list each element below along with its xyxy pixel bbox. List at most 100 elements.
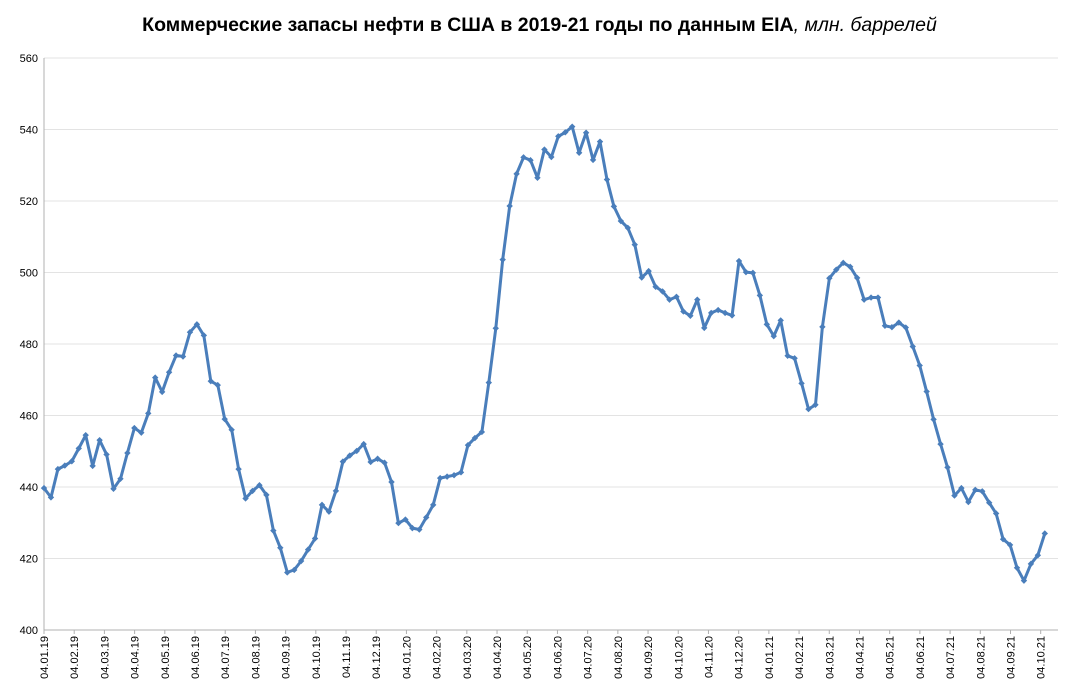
data-point [909, 343, 916, 350]
data-point [819, 323, 826, 331]
data-point [826, 275, 833, 282]
data-point [666, 296, 673, 303]
x-tick-label: 04.08.20 [613, 636, 625, 679]
data-point [714, 306, 722, 314]
y-tick-label: 400 [20, 625, 38, 637]
x-tick-label: 04.11.19 [341, 636, 353, 678]
axes [43, 58, 1058, 634]
data-point [589, 156, 597, 164]
data-point [249, 487, 256, 495]
data-point [867, 294, 875, 301]
x-tick-label: 04.10.21 [1036, 636, 1048, 679]
data-point [721, 309, 729, 317]
data-point [541, 146, 548, 153]
data-point [388, 478, 395, 486]
data-point [165, 369, 173, 376]
data-point [235, 465, 242, 473]
data-point [617, 217, 625, 225]
data-point [40, 484, 48, 492]
data-point [409, 524, 416, 532]
data-point [207, 377, 214, 385]
x-tick-label: 04.05.20 [522, 636, 534, 679]
data-point [860, 296, 868, 303]
x-tick-label: 04.09.20 [643, 636, 655, 679]
data-point [124, 449, 131, 457]
data-point [304, 546, 312, 553]
data-point [75, 445, 82, 452]
data-point [54, 465, 62, 473]
data-point [297, 557, 305, 565]
data-point [138, 429, 145, 436]
x-tick-label: 04.06.20 [552, 636, 564, 679]
data-point [464, 441, 472, 449]
data-point [881, 322, 889, 329]
data-point [325, 508, 333, 515]
data-point [986, 499, 993, 506]
data-point [659, 288, 666, 295]
data-point [694, 296, 701, 303]
data-point [687, 312, 694, 319]
data-point [992, 510, 1000, 517]
data-point [61, 462, 69, 469]
data-point [596, 138, 604, 145]
x-tick-label: 04.07.21 [945, 636, 957, 679]
chart-title-unit: , млн. баррелей [793, 14, 937, 36]
x-tick-label: 04.03.19 [99, 636, 111, 679]
data-point [847, 263, 854, 270]
data-point [103, 451, 110, 458]
data-point [277, 544, 284, 551]
x-tick-label: 04.01.21 [764, 636, 776, 679]
y-tick-label: 500 [20, 268, 38, 280]
data-point [416, 526, 423, 533]
data-point [395, 519, 402, 527]
x-tick-label: 04.03.21 [824, 636, 836, 679]
x-tick-label: 04.04.20 [492, 636, 504, 679]
x-tick-label: 04.04.21 [854, 636, 866, 679]
data-point [179, 353, 187, 360]
x-tick-label: 04.09.21 [1005, 636, 1017, 679]
data-point [902, 324, 909, 331]
data-point [485, 379, 492, 386]
data-point [680, 308, 687, 315]
data-point [937, 440, 944, 448]
data-point [471, 434, 479, 442]
data-point [624, 224, 631, 232]
data-point [291, 566, 298, 574]
data-point [423, 514, 430, 521]
data-point [735, 257, 743, 265]
data-point [805, 405, 812, 413]
x-tick-label: 04.04.19 [130, 636, 142, 679]
data-point [708, 309, 715, 317]
x-tick-label: 04.09.19 [281, 636, 293, 679]
data-point [645, 267, 652, 275]
data-point [193, 321, 201, 328]
chart-title: Коммерческие запасы нефти в США в 2019-2… [0, 14, 1079, 37]
series-line [42, 125, 1047, 583]
chart-title-main: Коммерческие запасы нефти в США в 2019-2… [142, 14, 794, 36]
data-point [777, 317, 784, 324]
data-point [1041, 530, 1048, 537]
data-point [1027, 560, 1035, 568]
data-point [311, 535, 319, 542]
data-point [200, 332, 208, 339]
data-point [958, 484, 965, 492]
data-point [951, 492, 958, 499]
data-point [318, 501, 326, 509]
data-point [430, 501, 437, 509]
data-point [965, 498, 972, 506]
data-point [367, 458, 374, 466]
data-point [999, 535, 1007, 543]
data-point [214, 381, 221, 389]
data-point [436, 474, 444, 482]
data-point [840, 259, 847, 267]
x-tick-label: 04.12.19 [371, 636, 383, 679]
y-tick-label: 520 [20, 196, 38, 208]
data-point [791, 355, 798, 362]
data-point [555, 133, 562, 140]
x-tick-label: 04.08.21 [975, 636, 987, 679]
data-point [930, 416, 937, 423]
data-point [527, 157, 534, 164]
data-point [1020, 577, 1028, 584]
x-tick-label: 04.01.20 [401, 636, 413, 679]
